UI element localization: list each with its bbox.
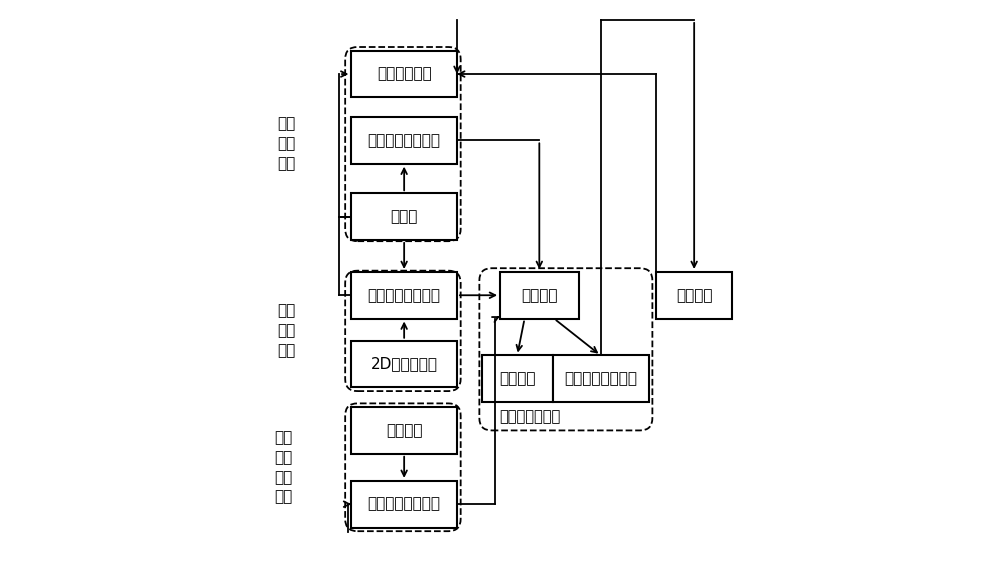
Bar [351,341,457,388]
Text: 比对模块: 比对模块 [521,288,558,303]
Text: 2D视觉检测头: 2D视觉检测头 [371,357,438,371]
Text: 第二车型识别模块: 第二车型识别模块 [368,288,441,303]
Text: 目标车型输出模块: 目标车型输出模块 [564,371,637,387]
Text: 光电
对射
识别
装置: 光电 对射 识别 装置 [275,430,293,504]
Bar [351,193,457,240]
Bar [351,407,457,454]
Bar [351,481,457,527]
Bar [482,356,553,402]
Bar [351,50,457,98]
Text: 数据库: 数据库 [390,209,418,224]
Text: 第三车型识别模块: 第三车型识别模块 [368,496,441,512]
Text: 报警模块: 报警模块 [499,371,535,387]
Text: 转挂装置: 转挂装置 [676,288,712,303]
Bar [656,272,732,319]
Bar [500,272,579,319]
Text: 指令获取模块: 指令获取模块 [377,67,432,81]
Bar [351,117,457,164]
Text: 视觉
识别
装置: 视觉 识别 装置 [277,304,295,358]
Text: 后台
识别
装置: 后台 识别 装置 [277,117,295,171]
Bar [351,272,457,319]
Bar [553,356,649,402]
Text: 第一车型识别模块: 第一车型识别模块 [368,133,441,148]
Text: 对射开关: 对射开关 [386,423,422,438]
Text: 防差错校验装置: 防差错校验装置 [499,410,560,425]
